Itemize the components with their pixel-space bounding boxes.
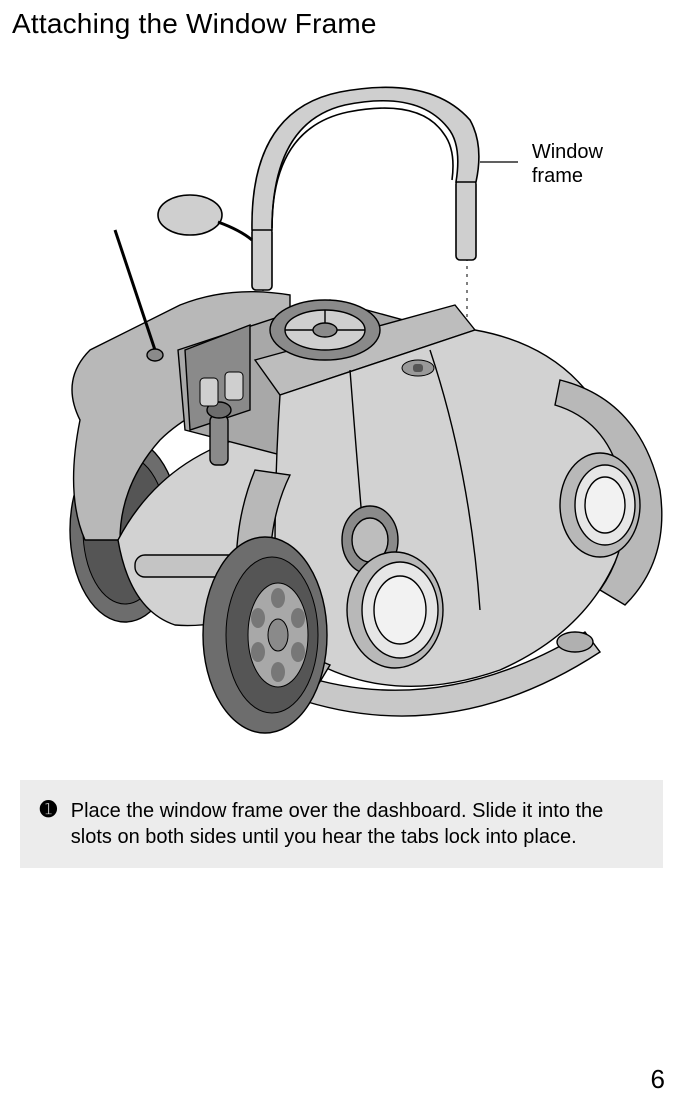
- callout-line1: Window: [532, 141, 603, 163]
- instruction-text: Place the window frame over the dashboar…: [71, 798, 645, 850]
- callout-line2: frame: [532, 165, 583, 187]
- page-number: 6: [651, 1064, 665, 1095]
- instruction-step-1: ➊ Place the window frame over the dashbo…: [20, 780, 663, 868]
- assembly-figure: Window frame: [0, 50, 683, 770]
- page-title: Attaching the Window Frame: [0, 0, 683, 40]
- callout-window-frame: Window frame: [532, 140, 603, 188]
- step-number-icon: ➊: [40, 798, 57, 822]
